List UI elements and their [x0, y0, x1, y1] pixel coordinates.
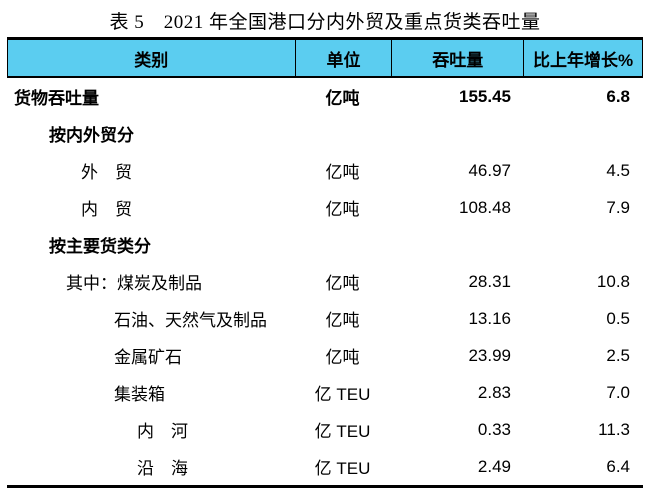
table-header-row: 类别 单位 吞吐量 比上年增长%: [7, 40, 643, 78]
row-unit-cell: 亿 TEU: [314, 459, 371, 478]
row-label-cell: 外 贸: [81, 163, 132, 182]
table-row: 沿 海 亿 TEU 2.49 6.4: [7, 448, 643, 485]
table-row: 金属矿石 亿吨 23.99 2.5: [7, 337, 643, 374]
header-category: 类别: [134, 50, 169, 70]
row-growth-cell: 7.9: [606, 197, 630, 217]
row-unit-cell: 亿 TEU: [314, 422, 371, 441]
row-growth-cell: 10.8: [596, 271, 630, 291]
table-title: 表 5 2021 年全国港口分内外贸及重点货类吞吐量: [109, 12, 541, 33]
row-label-cell: 石油、天然气及制品: [114, 311, 267, 330]
table-row: 货物吞吐量 亿吨 155.45 6.8: [7, 78, 643, 115]
row-label-cell: 沿 海: [137, 459, 188, 478]
row-label-cell: 货物吞吐量: [14, 89, 99, 108]
table-row: 其中：煤炭及制品 亿吨 28.31 10.8: [7, 263, 643, 300]
row-unit-cell: 亿 TEU: [314, 385, 371, 404]
row-growth-cell: 6.8: [606, 86, 630, 106]
row-label-cell: 内 河: [137, 422, 188, 441]
row-unit-cell: 亿吨: [325, 200, 360, 219]
row-unit-cell: 亿吨: [325, 311, 360, 330]
row-value-cell: 155.45: [459, 86, 511, 106]
row-value-cell: 108.48: [459, 197, 511, 217]
table-body: 货物吞吐量 亿吨 155.45 6.8 按内外贸分 外 贸 亿吨 46.97 4…: [7, 78, 643, 485]
row-value-cell: 2.49: [477, 456, 511, 476]
header-growth: 比上年增长%: [523, 40, 642, 76]
row-growth-cell: 0.5: [606, 308, 630, 328]
row-value-cell: 28.31: [468, 271, 511, 291]
table-row: 石油、天然气及制品 亿吨 13.16 0.5: [7, 300, 643, 337]
row-unit-cell: 亿吨: [325, 89, 360, 108]
row-growth-cell: 7.0: [606, 382, 630, 402]
row-growth-cell: 6.4: [606, 456, 630, 476]
row-unit-cell: 亿吨: [325, 348, 360, 367]
row-label-cell: 其中：煤炭及制品: [66, 274, 202, 293]
row-value-cell: 0.33: [477, 419, 511, 439]
row-label-cell: 金属矿石: [114, 348, 182, 367]
row-unit-cell: 亿吨: [325, 163, 360, 182]
row-growth-cell: 11.3: [598, 419, 630, 439]
row-label-cell: 集装箱: [114, 385, 165, 404]
row-unit-cell: 亿吨: [325, 274, 360, 293]
row-growth-cell: 2.5: [606, 345, 630, 365]
table-row: 内 贸 亿吨 108.48 7.9: [7, 189, 643, 226]
row-label-cell: 按内外贸分: [49, 126, 134, 145]
port-throughput-table: 类别 单位 吞吐量 比上年增长% 货物吞吐量 亿吨 155.45 6.8 按内外…: [7, 37, 643, 488]
row-value-cell: 23.99: [468, 345, 511, 365]
table-row: 集装箱 亿 TEU 2.83 7.0: [7, 374, 643, 411]
row-value-cell: 13.16: [468, 308, 511, 328]
row-value-cell: 46.97: [468, 160, 511, 180]
table-row: 内 河 亿 TEU 0.33 11.3: [7, 411, 643, 448]
row-label-cell: 内 贸: [81, 200, 132, 219]
table-row: 外 贸 亿吨 46.97 4.5: [7, 152, 643, 189]
header-throughput: 吞吐量: [391, 40, 523, 76]
row-value-cell: 2.83: [477, 382, 511, 402]
row-growth-cell: 4.5: [606, 160, 630, 180]
table-row: 按主要货类分: [7, 226, 643, 263]
table-row: 按内外贸分: [7, 115, 643, 152]
header-unit: 单位: [294, 40, 392, 76]
row-label-cell: 按主要货类分: [49, 237, 151, 256]
